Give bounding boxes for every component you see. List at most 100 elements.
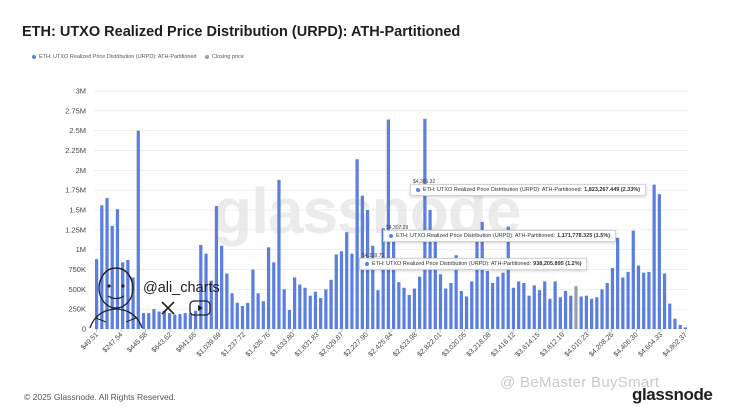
tooltip: ETH: UTXO Realized Price Distribution (U… [410, 184, 647, 196]
bar [282, 289, 286, 329]
y-tick-label: 750K [68, 265, 86, 274]
legend-dot-icon [32, 55, 36, 59]
x-tick-label: $3,020.05 [441, 331, 468, 358]
bar [459, 290, 463, 329]
bar [345, 232, 349, 329]
y-tick-label: 1M [76, 245, 86, 254]
bar [329, 279, 333, 329]
x-tick-label: $1,039.69 [196, 331, 223, 358]
x-tick-label: $2,425.94 [367, 331, 394, 358]
corner-watermark: @ BeMaster BuySmart [500, 374, 660, 391]
legend-item-urpd[interactable]: ETH: UTXO Realized Price Distribution (U… [32, 54, 197, 60]
bar [287, 309, 292, 329]
bar [188, 313, 193, 329]
bar [277, 179, 281, 329]
bar [115, 209, 120, 329]
bar [537, 290, 542, 329]
bar [251, 269, 255, 329]
bar [209, 280, 213, 329]
bar [334, 254, 338, 329]
bar [480, 221, 484, 329]
bar [673, 318, 677, 329]
y-tick-label: 2.25M [65, 146, 86, 155]
tooltip-date: $4,305.32 [413, 179, 436, 185]
bar [100, 205, 104, 329]
bar [402, 287, 406, 329]
legend-label: ETH: UTXO Realized Price Distribution (U… [39, 54, 197, 60]
bar [105, 198, 109, 329]
bar [136, 130, 140, 329]
bar [543, 281, 547, 329]
y-axis-ticks: 0 250K 500K 750K 1M 1.25M 1.5M 1.75M 2M 2.25M 2.5M… [65, 87, 86, 334]
youtube-icon [189, 300, 211, 316]
tooltip-value: 938,205.895 (1.2%) [533, 261, 582, 267]
bar [292, 277, 297, 329]
bar [418, 276, 422, 329]
bar [496, 276, 500, 329]
x-tick-label: $2,822.01 [416, 331, 443, 358]
bar [647, 271, 651, 329]
bar [324, 289, 328, 329]
bar [569, 295, 573, 329]
bar [225, 273, 229, 329]
tooltip: ETH: UTXO Realized Price Distribution (U… [383, 230, 617, 242]
bar [240, 305, 245, 329]
x-tick-label: $49.51 [80, 331, 100, 351]
x-tick-label: $4,406.30 [613, 331, 640, 358]
bar [506, 226, 510, 329]
bar [553, 281, 557, 329]
bar [678, 325, 682, 329]
bar [319, 298, 323, 329]
bar [683, 327, 688, 329]
bar [616, 237, 620, 329]
x-tick-label: $3,614.15 [515, 331, 542, 358]
x-tick-label: $3,416.12 [490, 331, 517, 358]
bar [589, 298, 594, 329]
bar [579, 296, 583, 329]
x-tick-label: $3,812.19 [539, 331, 566, 358]
bar [183, 313, 187, 329]
x-tick-label: $3,218.08 [466, 331, 493, 358]
x-tick-label: $841.65 [175, 331, 198, 354]
bar [475, 240, 479, 329]
bar [626, 271, 630, 329]
glassnode-logo: glassnode [632, 385, 713, 404]
bar [444, 288, 448, 329]
bar [449, 282, 453, 329]
tooltip-value: 1,823,267.449 (2.33%) [584, 187, 641, 193]
bar [605, 282, 609, 329]
bar [610, 267, 615, 329]
series-dot-icon [365, 262, 369, 266]
x-tick-label: $4,802.37 [662, 331, 689, 358]
bar [256, 293, 260, 329]
bar [631, 230, 635, 329]
tooltip: ETH: UTXO Realized Price Distribution (U… [359, 258, 588, 270]
bar [636, 265, 641, 329]
bar [668, 303, 672, 329]
x-tick-label: $1,831.83 [294, 331, 321, 358]
y-tick-label: 1.25M [65, 225, 86, 234]
bar [303, 287, 307, 329]
bar [230, 293, 234, 329]
bar [162, 310, 166, 329]
bar [381, 228, 385, 329]
bar [220, 245, 224, 329]
series-dot-icon [416, 188, 420, 192]
y-tick-label: 2M [76, 166, 86, 175]
bar [152, 309, 156, 329]
bar [157, 311, 161, 329]
x-axis-ticks: $49.51 $247.54 $445.58 $643.62 $841.65$1,039… [80, 329, 689, 358]
legend-item-closing-price[interactable]: Closing price [205, 54, 244, 60]
x-tick-label: $1,435.76 [245, 331, 272, 358]
x-tick-label: $4,604.33 [637, 331, 664, 358]
tooltip-date: $4,307.29 [386, 225, 409, 231]
bar [246, 302, 250, 329]
bar [522, 282, 526, 329]
bar [485, 271, 490, 329]
legend-dot-icon [205, 55, 209, 59]
bar [397, 282, 401, 329]
bar [313, 291, 318, 329]
tooltip-label: ETH: UTXO Realized Price Distribution (U… [423, 187, 583, 193]
bar [438, 274, 443, 329]
bar [464, 296, 469, 329]
